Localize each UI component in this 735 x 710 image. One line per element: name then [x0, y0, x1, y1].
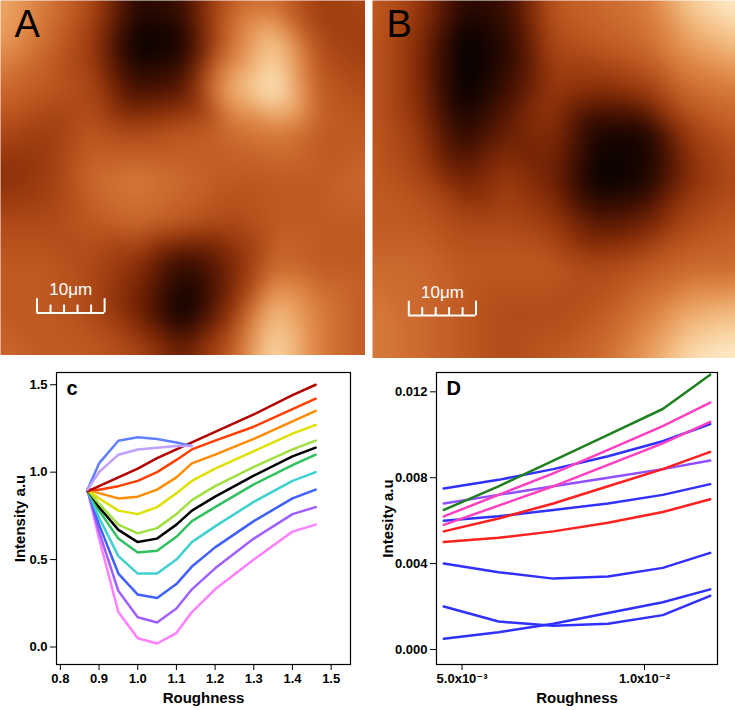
svg-text:1.2: 1.2	[206, 671, 224, 686]
svg-text:0.5: 0.5	[29, 552, 47, 567]
svg-text:1.5: 1.5	[29, 377, 47, 392]
svg-text:0.9: 0.9	[90, 671, 108, 686]
svg-text:Roughness: Roughness	[536, 689, 618, 706]
svg-text:1.0x10⁻²: 1.0x10⁻²	[619, 671, 671, 686]
svg-text:1.5: 1.5	[322, 671, 340, 686]
svg-text:0.0: 0.0	[29, 639, 47, 654]
svg-text:1.0: 1.0	[129, 671, 147, 686]
svg-text:Intensity a.u: Intensity a.u	[11, 475, 28, 563]
svg-text:10μm: 10μm	[49, 280, 92, 299]
svg-text:1.1: 1.1	[167, 671, 185, 686]
svg-text:0.008: 0.008	[395, 470, 428, 485]
svg-text:0.012: 0.012	[395, 384, 428, 399]
svg-text:1.0: 1.0	[29, 464, 47, 479]
svg-text:0.000: 0.000	[395, 642, 428, 657]
svg-text:5.0x10⁻³: 5.0x10⁻³	[437, 671, 489, 686]
svg-text:Roughness: Roughness	[163, 689, 245, 706]
svg-text:0.8: 0.8	[51, 671, 69, 686]
svg-text:0.004: 0.004	[395, 556, 428, 571]
svg-text:D: D	[447, 377, 461, 399]
svg-text:1.4: 1.4	[283, 671, 302, 686]
svg-text:10μm: 10μm	[421, 283, 464, 302]
svg-text:1.3: 1.3	[245, 671, 263, 686]
svg-text:c: c	[67, 377, 78, 399]
svg-text:B: B	[387, 3, 412, 45]
svg-text:Intesity a.u: Intesity a.u	[379, 479, 396, 557]
svg-text:A: A	[15, 3, 41, 45]
